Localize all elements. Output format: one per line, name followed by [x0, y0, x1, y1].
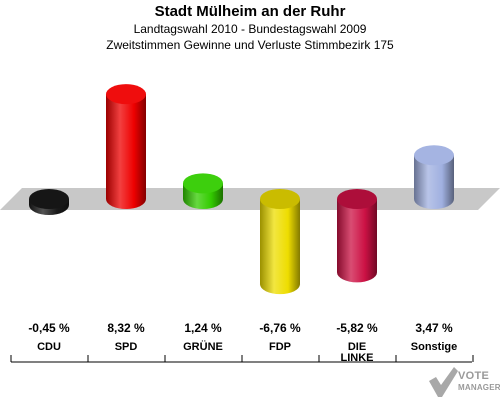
logo-line-1: VOTE — [458, 370, 490, 382]
bar-body-die-linke — [337, 199, 377, 273]
chart-subtitle-1: Landtagswahl 2010 - Bundestagswahl 2009 — [133, 22, 367, 36]
category-label-die-linke-1: DIE — [348, 341, 366, 353]
checkmark-icon — [429, 367, 458, 397]
bar-bottom-spd — [106, 189, 146, 209]
chart-subtitle-2: Zweitstimmen Gewinne und Verluste Stimmb… — [106, 38, 394, 52]
bar-gr-ne — [183, 173, 223, 209]
value-labels: -0,45 % 8,32 % 1,24 % -6,76 % -5,82 % 3,47 % — [28, 321, 453, 335]
vote-manager-logo: VOTE MANAGER — [428, 367, 500, 400]
bar-top-die-linke — [337, 189, 377, 209]
bar-top-sonstige — [414, 145, 454, 166]
bars — [29, 84, 454, 295]
category-label-fdp: FDP — [269, 341, 291, 353]
value-label-sonstige: 3,47 % — [415, 321, 453, 335]
chart-title: Stadt Mülheim an der Ruhr — [154, 3, 346, 20]
bar-sonstige — [414, 145, 454, 209]
bar-top-fdp — [260, 189, 300, 209]
chart-titles: Stadt Mülheim an der Ruhr Landtagswahl 2… — [0, 0, 500, 53]
value-label-gr-ne: 1,24 % — [184, 321, 222, 335]
logo-line-2: MANAGER — [458, 383, 500, 392]
bar-cdu — [29, 189, 69, 215]
bar-top-spd — [106, 84, 146, 105]
value-label-die-linke: -5,82 % — [336, 321, 378, 335]
bar-body-spd — [106, 94, 146, 199]
bar-top-cdu — [29, 189, 69, 209]
bar-top-gr-ne — [183, 173, 223, 194]
bar-bottom-gr-ne — [183, 189, 223, 209]
bar-spd — [106, 84, 146, 209]
category-label-die-linke-2: LINKE — [341, 352, 374, 364]
bar-body-fdp — [260, 199, 300, 285]
category-label-cdu: CDU — [37, 341, 61, 353]
category-label-sonstige: Sonstige — [411, 341, 457, 353]
bar-bottom-die-linke — [337, 262, 377, 283]
bar-die-linke — [337, 189, 377, 283]
value-label-cdu: -0,45 % — [28, 321, 70, 335]
category-label-gr-ne: GRÜNE — [183, 340, 223, 353]
category-label-spd: SPD — [115, 341, 138, 353]
bar-bottom-fdp — [260, 274, 300, 295]
value-label-fdp: -6,76 % — [259, 321, 301, 335]
value-label-spd: 8,32 % — [107, 321, 145, 335]
bar-bottom-sonstige — [414, 189, 454, 209]
logo-text: VOTE MANAGER — [458, 371, 500, 393]
bar-fdp — [260, 189, 300, 295]
